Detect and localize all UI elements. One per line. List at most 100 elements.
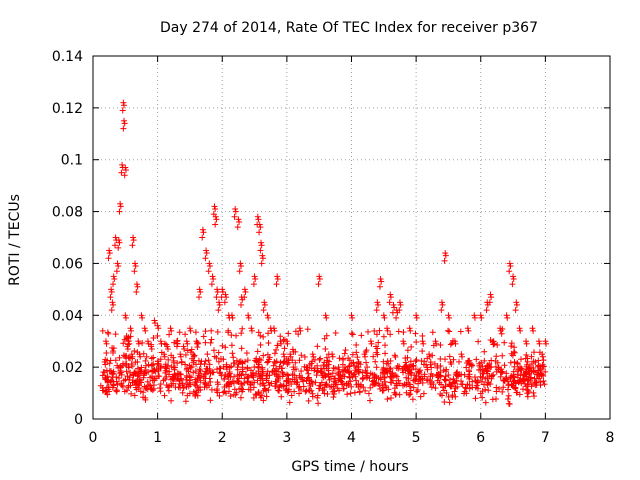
data-point: [190, 351, 197, 358]
data-point: [111, 275, 118, 282]
data-point: [205, 382, 212, 389]
data-point: [413, 356, 420, 363]
data-point: [311, 367, 318, 374]
data-point: [504, 396, 511, 403]
data-point: [110, 281, 117, 288]
data-point: [264, 351, 271, 358]
data-point: [296, 325, 303, 332]
data-point: [107, 294, 114, 301]
data-point: [450, 375, 457, 382]
data-point: [213, 216, 220, 223]
data-point: [120, 377, 127, 384]
data-point: [428, 384, 435, 391]
data-point: [445, 312, 452, 319]
data-point: [447, 341, 454, 348]
data-point: [139, 339, 146, 346]
data-point: [202, 255, 209, 262]
data-point: [123, 368, 130, 375]
data-point: [349, 314, 356, 321]
data-point: [248, 372, 255, 379]
data-point: [376, 327, 383, 334]
data-point: [165, 371, 172, 378]
data-point: [199, 226, 206, 233]
data-point: [329, 353, 336, 360]
data-point: [396, 380, 403, 387]
data-point: [367, 338, 374, 345]
data-point: [471, 314, 478, 321]
data-point: [149, 373, 156, 380]
data-point: [143, 369, 150, 376]
data-point: [514, 389, 521, 396]
data-point: [482, 375, 489, 382]
data-point: [245, 378, 252, 385]
data-point: [250, 384, 257, 391]
data-point: [264, 359, 271, 366]
data-point: [510, 275, 517, 282]
data-point: [407, 369, 414, 376]
data-point: [223, 294, 230, 301]
data-point: [245, 386, 252, 393]
data-point: [255, 389, 262, 396]
data-point: [406, 325, 413, 332]
data-point: [296, 357, 303, 364]
data-point: [292, 359, 299, 366]
data-point: [483, 365, 490, 372]
data-point: [411, 377, 418, 384]
data-point: [103, 350, 110, 357]
data-point: [128, 361, 135, 368]
data-point: [375, 339, 382, 346]
data-point: [318, 379, 325, 386]
data-point: [118, 380, 125, 387]
y-tick-label: 0.14: [52, 49, 83, 65]
data-point: [521, 377, 528, 384]
data-point: [533, 371, 540, 378]
data-point: [139, 314, 146, 321]
data-point: [113, 388, 120, 395]
data-point: [261, 301, 268, 308]
data-point: [297, 374, 304, 381]
data-point: [265, 330, 272, 337]
data-point: [261, 386, 268, 393]
data-point: [295, 331, 302, 338]
data-point: [323, 314, 330, 321]
data-point: [376, 283, 383, 290]
data-point: [454, 372, 461, 379]
data-point: [152, 375, 159, 382]
data-point: [478, 378, 485, 385]
data-point: [242, 288, 249, 295]
data-point: [126, 340, 133, 347]
data-point: [442, 356, 449, 363]
data-point: [211, 203, 218, 210]
data-point: [439, 301, 446, 308]
data-point: [242, 371, 249, 378]
data-point: [115, 237, 122, 244]
data-point: [194, 384, 201, 391]
data-point: [442, 382, 449, 389]
data-point: [215, 381, 222, 388]
data-point: [420, 390, 427, 397]
data-point: [510, 373, 517, 380]
data-point: [150, 335, 157, 342]
data-point: [395, 365, 402, 372]
data-point: [207, 378, 214, 385]
data-point: [305, 397, 312, 404]
data-point: [382, 350, 389, 357]
data-point: [161, 351, 168, 358]
data-point: [327, 373, 334, 380]
data-point: [349, 351, 356, 358]
data-point: [195, 372, 202, 379]
data-point: [133, 369, 140, 376]
data-point: [412, 330, 419, 337]
data-point: [112, 234, 119, 241]
data-point: [542, 338, 549, 345]
data-point: [150, 382, 157, 389]
data-point: [400, 329, 407, 336]
data-point: [355, 366, 362, 373]
data-point: [447, 383, 454, 390]
data-point: [191, 381, 198, 388]
data-point: [491, 340, 498, 347]
data-point: [342, 366, 349, 373]
data-point: [407, 358, 414, 365]
data-point: [374, 299, 381, 306]
data-point: [516, 325, 523, 332]
